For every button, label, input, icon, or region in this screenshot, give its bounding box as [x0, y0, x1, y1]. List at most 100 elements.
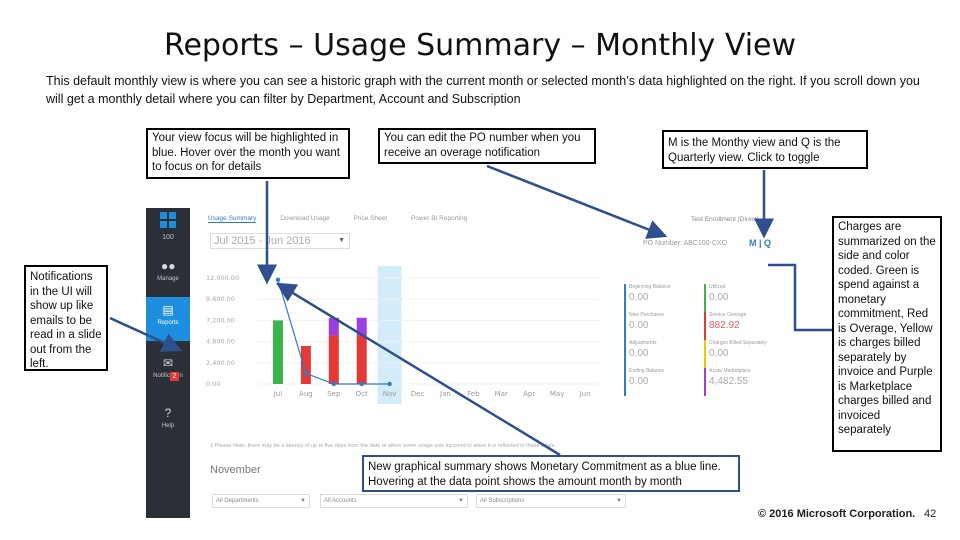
summary-label: Adjustments [629, 340, 657, 346]
x-tick-label: Nov [383, 390, 397, 398]
callout-view-focus: Your view focus will be highlighted in b… [146, 128, 350, 179]
y-tick-label: 0.00 [206, 380, 220, 388]
summary-label: Charges Billed Separately [709, 340, 767, 346]
commitment-point [359, 381, 364, 387]
summary-label: Beginning Balance [629, 284, 671, 290]
notification-badge: 2 [170, 372, 179, 381]
y-tick-label: 2,400.00 [206, 359, 235, 367]
bar-segment [356, 335, 367, 384]
summary-value: 0.00 [629, 320, 649, 331]
summary-label: Azure Marketplace [709, 368, 751, 374]
summary-adjustments: Adjustments 0.00 [624, 340, 696, 368]
x-tick-label: Jul [273, 390, 283, 398]
tab-usage-summary[interactable]: Usage Summary [208, 215, 257, 223]
period-value: Jul 2015 - Jun 2016 [214, 235, 311, 247]
mail-icon: ✉ [162, 356, 174, 370]
latency-note: ‡ Please Note: there may be a latency of… [210, 443, 556, 449]
po-number[interactable]: PO Number: ABC100-CXO [643, 240, 728, 247]
summary-value: 0.00 [709, 348, 729, 359]
summary-value: 0.00 [629, 292, 649, 303]
summary-value: 0.00 [629, 348, 649, 359]
y-tick-label: 9,600.00 [206, 295, 235, 303]
commitment-point [303, 371, 309, 376]
period-select[interactable]: Jul 2015 - Jun 2016 ▼ [210, 233, 350, 249]
nav-item-label: Reports [157, 320, 179, 326]
summary-beginning-balance: Beginning Balance 0.00 [624, 284, 696, 312]
month-label: November [210, 464, 261, 476]
x-tick-label: Aug [299, 390, 313, 398]
bar-segment [300, 346, 311, 384]
mq-toggle[interactable]: M | Q [749, 238, 772, 248]
chevron-down-icon: ▼ [338, 237, 345, 244]
chevron-down-icon: ▼ [300, 498, 306, 504]
summary-service-overage: Service Overage 882.92 [704, 312, 776, 340]
nav-item-reports[interactable]: ▤ Reports [146, 297, 190, 341]
slide-title: Reports – Usage Summary – Monthly View [163, 28, 797, 63]
tab-download-usage[interactable]: Download Usage [280, 215, 330, 222]
filter-value: All Departments [216, 498, 259, 504]
x-tick-label: Apr [523, 390, 535, 398]
summary-value: 0.00 [629, 376, 649, 387]
nav-count: 100 [162, 234, 174, 241]
x-tick-label: Jun [579, 390, 591, 398]
subscription-filter[interactable]: All Subscriptions ▼ [476, 494, 626, 508]
filter-value: All Subscriptions [480, 498, 525, 504]
callout-charges: Charges are summarized on the side and c… [832, 216, 942, 452]
commitment-point [275, 277, 281, 282]
chevron-down-icon: ▼ [458, 498, 464, 504]
department-filter[interactable]: All Departments ▼ [212, 494, 310, 508]
enrollment-label[interactable]: Test Enrollment (Direct) [691, 216, 759, 223]
y-tick-label: 4,800.00 [206, 338, 235, 346]
intro-text: This default monthly view is where you c… [46, 74, 920, 106]
x-tick-label: Feb [467, 390, 480, 398]
x-tick-label: May [550, 390, 564, 398]
summary-azure-marketplace: Azure Marketplace 4,482.55 [704, 368, 776, 396]
filter-value: All Accounts [324, 498, 357, 504]
left-nav: 100 ●● Manage ▤ Reports ✉ Notification 2… [146, 208, 190, 518]
nav-item-manage[interactable]: ●● Manage [146, 253, 190, 297]
callout-notifications: Notifications in the UI will show up lik… [24, 265, 108, 371]
nav-item-label: Notification [153, 373, 183, 379]
page-number: 42 [924, 508, 937, 520]
x-tick-label: Sep [327, 390, 341, 398]
y-tick-label: 7,200.00 [206, 316, 235, 324]
commitment-point [331, 381, 336, 387]
chevron-down-icon: ▼ [616, 498, 622, 504]
bar-segment [328, 317, 339, 336]
x-tick-label: Jan [439, 390, 451, 398]
account-filter[interactable]: All Accounts ▼ [320, 494, 468, 508]
y-tick-label: 12,000.00 [206, 274, 239, 282]
nav-item-notification[interactable]: ✉ Notification 2 [146, 350, 190, 394]
commitment-point [387, 381, 392, 387]
summary-value: 0.00 [709, 292, 729, 303]
x-tick-label: Mar [495, 390, 508, 398]
summary-value: 4,482.55 [709, 376, 748, 387]
tab-power-bi-reporting[interactable]: Power BI Reporting [410, 215, 468, 222]
help-icon: ? [164, 406, 172, 420]
summary-ending-balance: Ending Balance 0.00 [624, 368, 696, 396]
report-icon: ▤ [162, 303, 174, 317]
usage-chart: 12,000.00 9,600.00 7,200.00 4,800.00 2,400.0… [206, 266, 599, 404]
summary-new-purchases: New Purchases 0.00 [624, 312, 696, 340]
summary-label: New Purchases [629, 312, 665, 318]
charges-summary: Beginning Balance 0.00 New Purchases 0.0… [624, 272, 784, 402]
nav-item-label: Manage [157, 276, 179, 282]
summary-label: Service Overage [709, 312, 747, 318]
bar-segment [328, 335, 339, 384]
bar-segment [272, 320, 283, 384]
nav-item-help[interactable]: ? Help [146, 400, 190, 444]
callout-po-number: You can edit the PO number when you rece… [378, 128, 596, 164]
bar-segment [356, 317, 367, 336]
x-tick-label: Dec [411, 390, 425, 398]
people-icon: ●● [161, 259, 176, 273]
summary-charges-billed-separately: Charges Billed Separately 0.00 [704, 340, 776, 368]
copyright: © 2016 Microsoft Corporation. [758, 508, 916, 520]
windows-logo-icon [160, 212, 176, 228]
summary-utilized: Utilized 0.00 [704, 284, 776, 312]
report-tabs: Usage Summary Download Usage Price Sheet… [208, 215, 489, 223]
summary-value: 882.92 [709, 320, 740, 331]
nav-item-label: Help [161, 423, 175, 429]
summary-label: Utilized [709, 284, 726, 290]
tab-price-sheet[interactable]: Price Sheet [353, 215, 388, 222]
callout-m-q: M is the Monthy view and Q is the Quarte… [662, 130, 868, 169]
